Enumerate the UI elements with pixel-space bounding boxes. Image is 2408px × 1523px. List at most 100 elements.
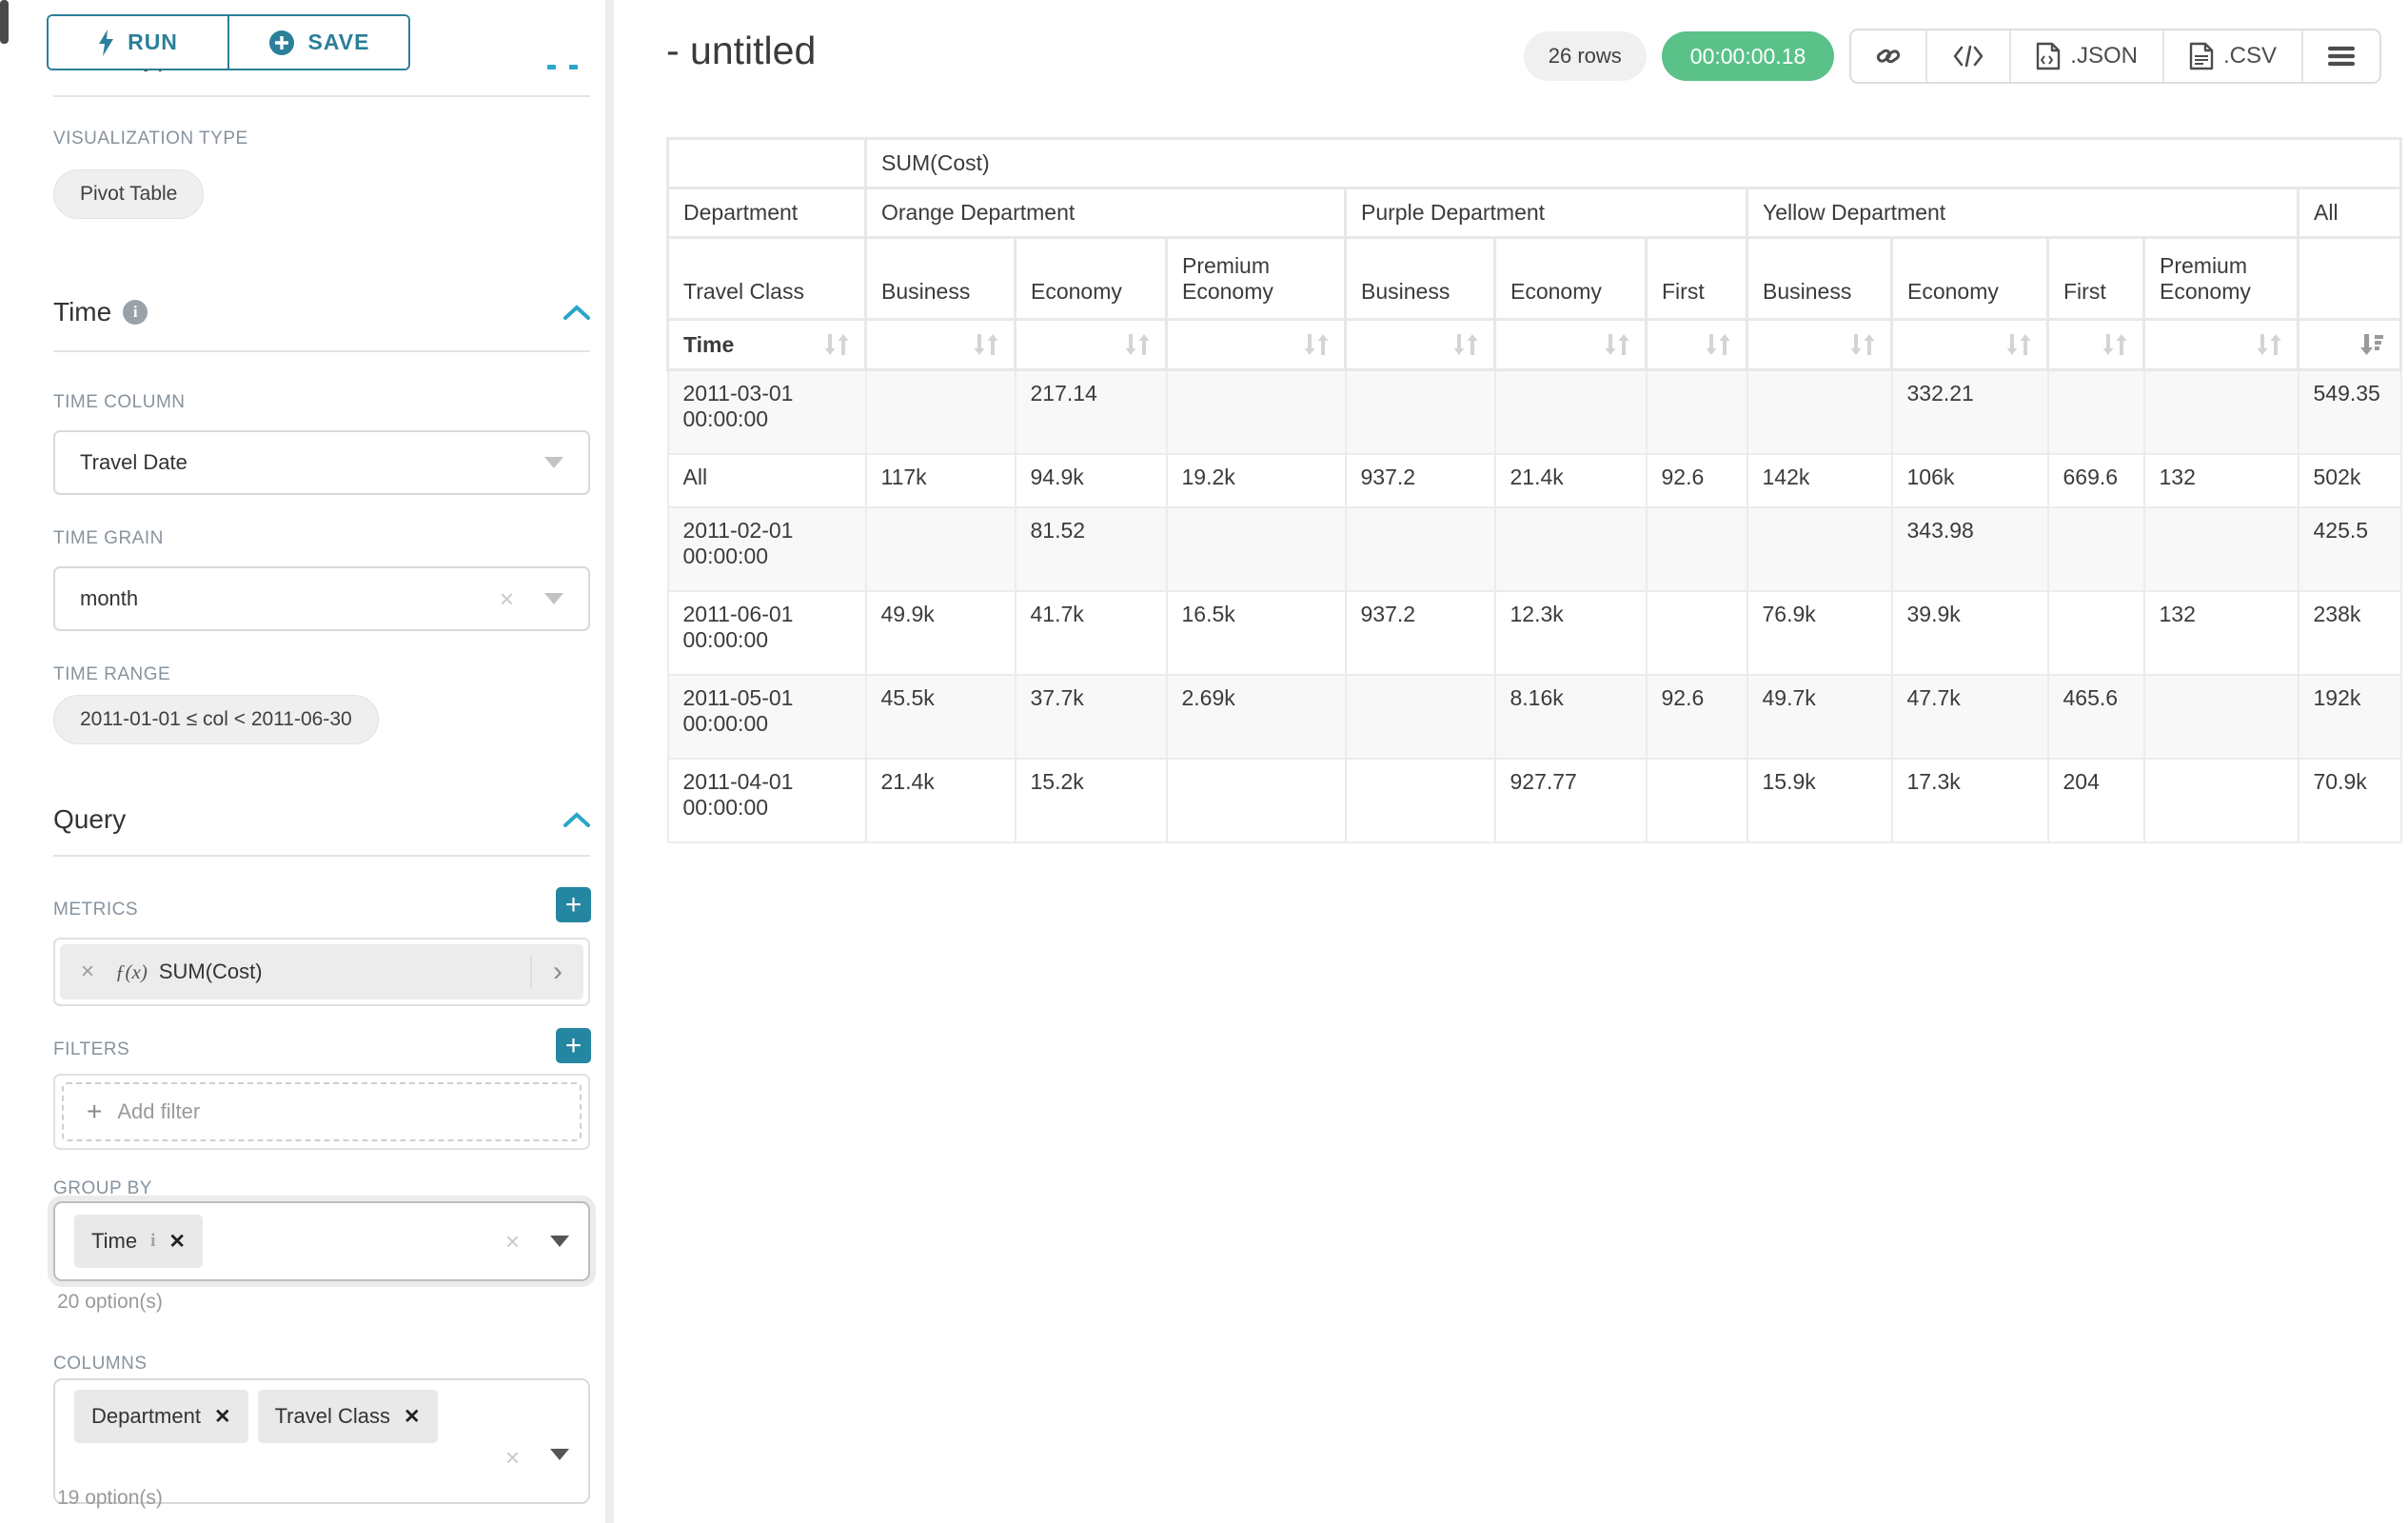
export-csv-button[interactable]: .CSV	[2161, 30, 2301, 82]
sort-icon[interactable]	[1705, 330, 1731, 359]
clear-icon[interactable]: ×	[499, 583, 514, 613]
columns-tag-department[interactable]: Department ✕	[74, 1390, 248, 1443]
viz-type-pill[interactable]: Pivot Table	[53, 169, 205, 219]
chevron-up-icon[interactable]	[563, 305, 590, 320]
value-cell	[1344, 505, 1496, 592]
value-cell: 465.6	[2046, 673, 2145, 760]
sub-col-header: Business	[864, 236, 1016, 321]
value-cell	[2142, 505, 2299, 592]
sort-icon[interactable]	[1124, 330, 1151, 359]
chevron-right-icon[interactable]: ›	[530, 955, 583, 989]
value-cell	[864, 368, 1016, 455]
chevron-up-icon[interactable]	[563, 812, 590, 827]
add-metric-button[interactable]: +	[556, 887, 591, 922]
sort-icon[interactable]	[1604, 330, 1630, 359]
value-cell	[1645, 368, 1748, 455]
clear-icon[interactable]: ×	[504, 1226, 520, 1256]
remove-metric-icon[interactable]: ×	[80, 959, 94, 984]
sort-icon[interactable]	[1452, 330, 1479, 359]
collapse-caret-icon	[547, 65, 556, 69]
time-column-select[interactable]: Travel Date	[53, 430, 590, 495]
sort-icon[interactable]	[2005, 330, 2032, 359]
value-cell: 47.7k	[1890, 673, 2049, 760]
add-filter-button[interactable]: +	[556, 1028, 591, 1063]
sort-icon[interactable]	[2256, 330, 2282, 359]
value-cell	[2046, 368, 2145, 455]
sort-header[interactable]	[1014, 318, 1168, 371]
value-cell: 937.2	[1344, 589, 1496, 676]
row-label: 2011-03-01 00:00:00	[666, 368, 867, 455]
table-row: 2011-04-01 00:00:00 21.4k 15.2k 927.77 15.9k…	[666, 757, 2402, 843]
sort-header[interactable]	[2296, 318, 2403, 371]
value-cell: 15.2k	[1014, 757, 1168, 843]
sort-desc-icon[interactable]	[2357, 330, 2385, 359]
value-cell: 192k	[2297, 673, 2402, 760]
value-cell: 204	[2046, 757, 2145, 843]
add-filter-dropzone[interactable]: + Add filter	[62, 1082, 582, 1141]
sub-col-header: First	[1645, 236, 1748, 321]
value-cell: 142k	[1746, 452, 1893, 508]
export-button-group: .JSON .CSV	[1849, 29, 2381, 84]
sort-icon[interactable]	[1849, 330, 1876, 359]
panel-resize-gutter[interactable]	[605, 0, 614, 1523]
sort-icon[interactable]	[1303, 330, 1330, 359]
view-query-button[interactable]	[1925, 30, 2009, 82]
sort-icon[interactable]	[973, 330, 999, 359]
value-cell: 39.9k	[1890, 589, 2049, 676]
chevron-down-icon	[550, 1449, 569, 1460]
time-range-pill[interactable]: 2011-01-01 ≤ col < 2011-06-30	[53, 695, 379, 744]
chart-title[interactable]: - untitled	[666, 29, 817, 72]
sub-col-header: Economy	[1890, 236, 2049, 321]
group-by-select[interactable]: Time i ✕ ×	[53, 1201, 590, 1281]
group-by-tag-time[interactable]: Time i ✕	[74, 1215, 203, 1268]
time-section-header: Time i	[53, 297, 590, 327]
sort-header[interactable]	[1645, 318, 1748, 371]
columns-select[interactable]: Department ✕ Travel Class ✕ ×	[53, 1378, 590, 1504]
sort-header[interactable]	[1165, 318, 1347, 371]
sidebar-scrollbar[interactable]	[0, 0, 9, 44]
value-cell	[1493, 368, 1648, 455]
sort-header[interactable]	[2046, 318, 2145, 371]
value-cell	[1344, 757, 1496, 843]
value-cell: 2.69k	[1165, 673, 1347, 760]
value-cell: 21.4k	[864, 757, 1016, 843]
copy-link-button[interactable]	[1851, 30, 1925, 82]
value-cell	[2142, 757, 2299, 843]
run-button[interactable]: RUN	[49, 16, 227, 69]
export-json-button[interactable]: .JSON	[2009, 30, 2162, 82]
value-cell: 927.77	[1493, 757, 1648, 843]
sort-header[interactable]	[1344, 318, 1496, 371]
sort-icon[interactable]	[823, 330, 850, 359]
code-icon	[1953, 45, 1984, 68]
sort-header[interactable]	[1493, 318, 1648, 371]
time-grain-select[interactable]: month ×	[53, 566, 590, 631]
menu-button[interactable]	[2301, 30, 2379, 82]
remove-tag-icon[interactable]: ✕	[404, 1405, 421, 1428]
value-cell: 49.7k	[1746, 673, 1893, 760]
value-cell: 49.9k	[864, 589, 1016, 676]
save-button[interactable]: SAVE	[227, 16, 408, 69]
viz-type-label: VISUALIZATION TYPE	[53, 129, 248, 148]
time-column-value: Travel Date	[80, 450, 188, 474]
divider	[53, 855, 590, 857]
value-cell	[1165, 757, 1347, 843]
chevron-down-icon	[544, 457, 563, 468]
metric-chip[interactable]: × ƒ(x) SUM(Cost) ›	[60, 944, 583, 999]
sort-header[interactable]	[1746, 318, 1893, 371]
columns-tag-travel-class[interactable]: Travel Class ✕	[257, 1390, 438, 1443]
value-cell: 45.5k	[864, 673, 1016, 760]
file-text-icon	[2189, 42, 2214, 70]
sort-header[interactable]	[2142, 318, 2299, 371]
value-cell: 92.6	[1645, 673, 1748, 760]
sort-header[interactable]	[864, 318, 1016, 371]
sort-icon[interactable]	[2102, 330, 2128, 359]
sub-col-header: Business	[1746, 236, 1893, 321]
remove-tag-icon[interactable]: ✕	[168, 1230, 186, 1253]
plus-circle-icon	[268, 30, 294, 55]
metric-header: SUM(Cost)	[863, 137, 2403, 189]
sort-header[interactable]	[1890, 318, 2049, 371]
remove-tag-icon[interactable]: ✕	[213, 1405, 231, 1428]
clear-icon[interactable]: ×	[504, 1443, 520, 1472]
sort-header-time[interactable]: Time	[666, 318, 867, 371]
value-cell: 19.2k	[1165, 452, 1347, 508]
